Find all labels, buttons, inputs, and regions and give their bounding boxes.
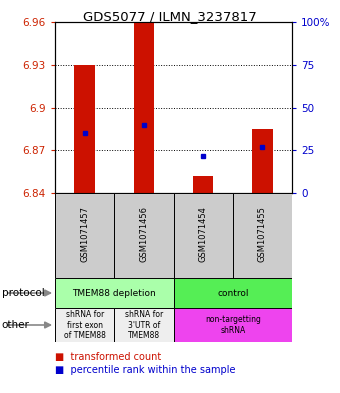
Text: ■  transformed count: ■ transformed count xyxy=(55,352,161,362)
Text: other: other xyxy=(2,320,30,330)
Bar xyxy=(173,193,233,278)
Bar xyxy=(114,308,173,342)
Bar xyxy=(173,278,292,308)
Bar xyxy=(134,22,154,193)
Bar xyxy=(193,176,214,193)
Bar xyxy=(233,193,292,278)
Text: GDS5077 / ILMN_3237817: GDS5077 / ILMN_3237817 xyxy=(83,10,257,23)
Text: GSM1071457: GSM1071457 xyxy=(80,206,89,262)
Text: TMEM88 depletion: TMEM88 depletion xyxy=(72,288,156,298)
Text: shRNA for
first exon
of TMEM88: shRNA for first exon of TMEM88 xyxy=(64,310,105,340)
Bar xyxy=(55,308,114,342)
Text: non-targetting
shRNA: non-targetting shRNA xyxy=(205,315,261,335)
Bar xyxy=(173,308,292,342)
Text: GSM1071456: GSM1071456 xyxy=(139,206,148,262)
Bar xyxy=(55,193,114,278)
Text: ■  percentile rank within the sample: ■ percentile rank within the sample xyxy=(55,365,236,375)
Text: GSM1071454: GSM1071454 xyxy=(199,206,208,262)
Bar xyxy=(114,193,173,278)
Text: shRNA for
3'UTR of
TMEM88: shRNA for 3'UTR of TMEM88 xyxy=(125,310,163,340)
Bar xyxy=(252,129,273,193)
Text: control: control xyxy=(217,288,249,298)
Text: GSM1071455: GSM1071455 xyxy=(258,206,267,262)
Bar xyxy=(55,278,173,308)
Bar xyxy=(74,65,95,193)
Text: protocol: protocol xyxy=(2,288,45,298)
